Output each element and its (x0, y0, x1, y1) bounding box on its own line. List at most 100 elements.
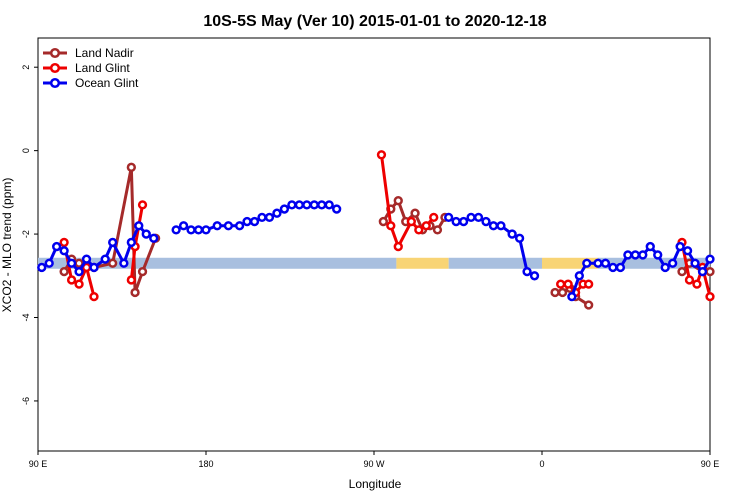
data-point (550, 287, 560, 298)
chart-title: 10S-5S May (Ver 10) 2015-01-01 to 2020-1… (203, 13, 546, 30)
data-point (242, 216, 252, 227)
data-point (429, 212, 439, 223)
data-point (137, 200, 148, 210)
data-point (178, 221, 189, 231)
data-point (574, 271, 584, 281)
data-point (44, 258, 54, 268)
data-point (130, 287, 140, 298)
data-point (309, 200, 319, 210)
data-point (66, 258, 77, 268)
data-point (324, 200, 334, 210)
data-point (108, 237, 118, 248)
data-point (488, 221, 499, 231)
data-point (393, 196, 403, 206)
data-point (675, 241, 685, 252)
data-point (100, 254, 110, 264)
data-point (386, 221, 396, 231)
data-point (149, 233, 159, 243)
data-point (171, 225, 181, 235)
data-point (264, 212, 275, 223)
legend-swatch-marker (49, 77, 61, 89)
data-point (705, 266, 715, 277)
legend-swatch-marker (49, 47, 61, 59)
data-point (74, 266, 84, 277)
data-point (119, 258, 129, 268)
data-point (645, 241, 655, 252)
data-point (432, 225, 443, 235)
data-point (89, 291, 99, 302)
series-land-nadir (59, 162, 715, 310)
data-point (421, 221, 431, 231)
data-point (608, 262, 618, 273)
data-point (37, 262, 47, 273)
data-point (507, 229, 517, 239)
data-point (126, 237, 136, 248)
surface-bar-segment (38, 257, 397, 269)
data-point (444, 212, 454, 223)
data-point (272, 208, 282, 218)
data-point (201, 225, 211, 235)
data-point (249, 216, 260, 227)
legend-label: Ocean Glint (75, 76, 139, 90)
data-point (257, 212, 267, 223)
data-point (52, 241, 62, 252)
data-point (287, 200, 297, 210)
y-tick-label: -4 (21, 313, 31, 321)
series-layer (37, 150, 715, 310)
data-point (690, 258, 700, 268)
legend-swatch-marker (49, 62, 61, 74)
data-point (556, 279, 566, 289)
data-point (186, 225, 196, 235)
data-point (458, 216, 469, 227)
data-point (134, 221, 144, 231)
data-point (451, 216, 461, 227)
data-point (684, 275, 695, 285)
data-point (692, 279, 702, 289)
data-point (466, 212, 476, 223)
surface-bar-segment (396, 257, 449, 269)
data-point (705, 254, 715, 264)
legend-item: Land Nadir (43, 46, 134, 60)
data-point (279, 204, 290, 214)
data-point (682, 246, 693, 256)
data-point (59, 246, 69, 256)
x-tick-label: 90 E (701, 459, 720, 469)
surface-bar-segment (448, 257, 542, 269)
legend-label: Land Glint (75, 61, 130, 75)
data-point (234, 221, 245, 231)
data-point (638, 250, 648, 260)
data-point (677, 266, 687, 277)
data-point (302, 200, 312, 210)
data-point (376, 150, 387, 160)
data-point (332, 204, 342, 214)
y-tick-label: 2 (21, 65, 31, 70)
data-point (496, 221, 506, 231)
surface-type-bar (38, 257, 710, 269)
data-point (522, 266, 532, 277)
data-point (414, 225, 424, 235)
x-tick-label: 90 W (363, 459, 385, 469)
data-point (294, 200, 304, 210)
data-point (81, 254, 92, 264)
data-point (584, 300, 594, 310)
data-point (623, 250, 633, 260)
data-point (584, 279, 594, 289)
series-land-glint (59, 150, 715, 302)
data-point (137, 266, 148, 277)
data-point (473, 212, 484, 223)
data-point (66, 275, 77, 285)
data-point (108, 258, 118, 268)
data-point (705, 291, 715, 302)
data-point (615, 262, 626, 273)
data-point (668, 258, 678, 268)
y-tick-label: -2 (21, 230, 31, 238)
data-point (567, 291, 577, 302)
surface-bar-segment (598, 257, 710, 269)
data-point (193, 225, 204, 235)
data-point (514, 233, 525, 243)
y-axis-label: XCO2 - MLO trend (ppm) (0, 178, 14, 313)
series-ocean-glint (37, 200, 715, 302)
data-point (481, 216, 491, 227)
data-point (126, 275, 136, 285)
